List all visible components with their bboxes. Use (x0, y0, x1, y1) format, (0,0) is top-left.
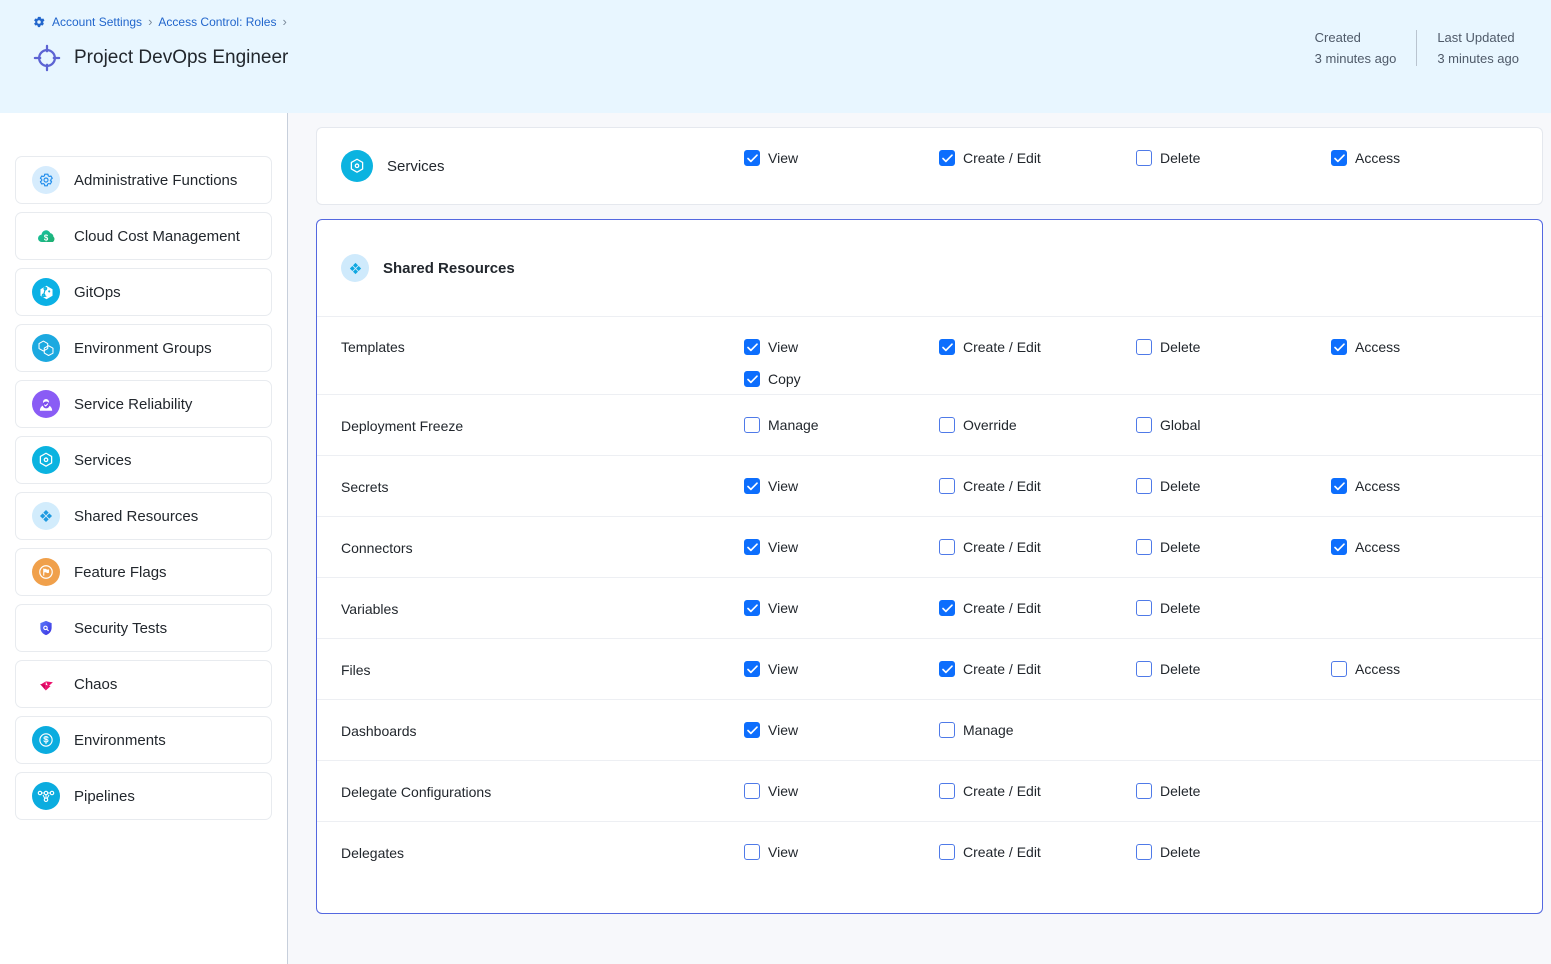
svg-text:$: $ (44, 234, 49, 243)
